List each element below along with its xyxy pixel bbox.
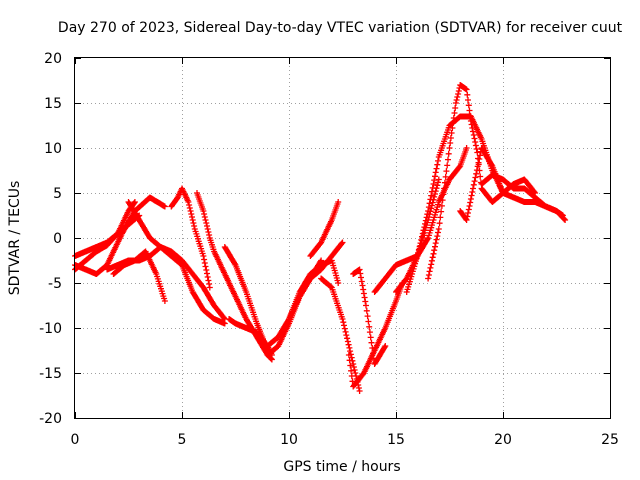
series-track-23 (478, 172, 569, 223)
series-track-13 (286, 257, 342, 322)
data-series (72, 82, 569, 394)
y-tick-label: 10 (44, 141, 62, 157)
series-track-6 (104, 244, 228, 322)
y-tick-label: 20 (44, 51, 62, 67)
series-track-4 (110, 248, 168, 304)
x-tick-label: 20 (494, 432, 512, 448)
x-tick-label: 25 (601, 432, 619, 448)
series-track-17 (350, 266, 389, 367)
x-tick-label: 5 (178, 432, 187, 448)
x-axis-label: GPS time / hours (283, 459, 400, 475)
series-track-15 (307, 199, 342, 259)
chart-title: Day 270 of 2023, Sidereal Day-to-day VTE… (58, 20, 623, 36)
y-tick-label: 0 (53, 231, 62, 247)
series-track-14 (318, 275, 363, 394)
axis-ticks: 0 5 10 15 20 25 -20 -15 -10 -5 0 5 10 15 20 (39, 51, 619, 448)
y-tick-label: 15 (44, 96, 62, 112)
y-tick-label: -15 (39, 366, 62, 382)
series-track-20 (403, 113, 506, 295)
x-tick-label: 15 (387, 432, 405, 448)
x-tick-label: 0 (71, 432, 80, 448)
x-tick-label: 10 (280, 432, 298, 448)
series-track-3 (72, 212, 143, 259)
y-tick-label: -20 (39, 411, 62, 427)
series-track-18 (371, 145, 470, 295)
y-tick-label: -5 (48, 276, 62, 292)
series-track-7 (168, 185, 213, 291)
y-axis-label: SDTVAR / TECUs (7, 181, 23, 296)
y-tick-label: 5 (53, 186, 62, 202)
plot-frame (74, 57, 611, 419)
grid (75, 58, 610, 418)
y-tick-label: -10 (39, 321, 62, 337)
